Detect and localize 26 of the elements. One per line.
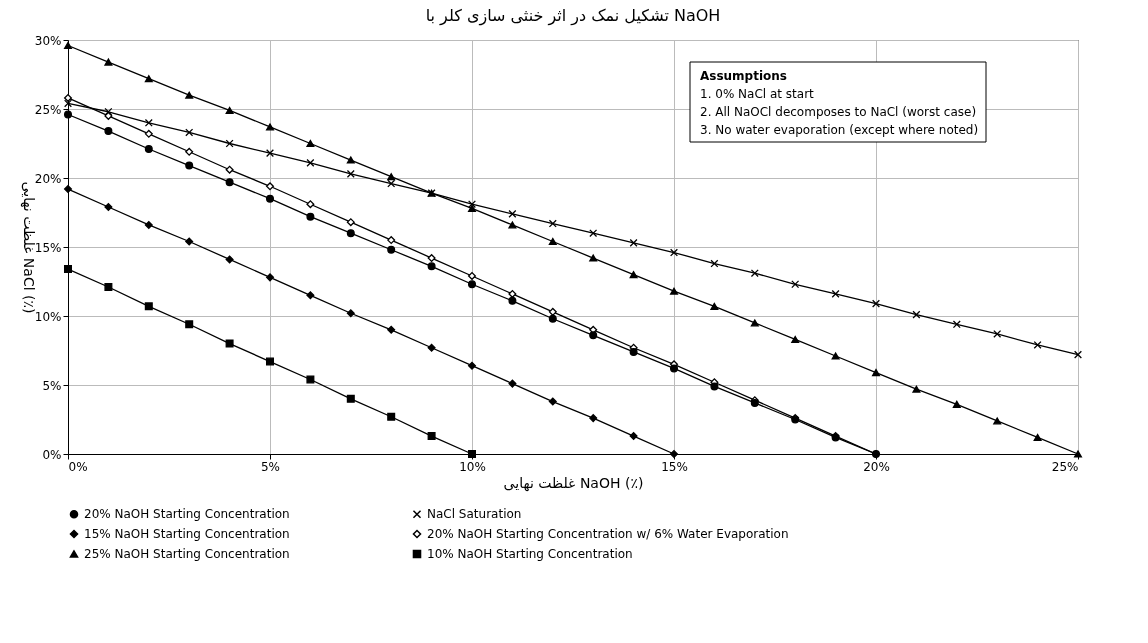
x-axis-title: غلظت نهایی NaOH (٪) [503,474,644,492]
y-tick-label: 20% [34,171,62,186]
x-tick-label: 20% [863,459,890,474]
x-tick-label: 5% [260,459,281,474]
x-tick-label: 10% [459,459,486,474]
legend-label: 25% NaOH Starting Concentration [84,547,290,561]
annotation: 1. 0% NaCl at start [700,87,815,101]
y-tick-label: 30% [34,33,62,48]
y-tick-label: 5% [42,378,62,393]
x-tick-label: 0% [68,459,88,474]
legend-label: NaCl Saturation [427,507,522,522]
annotation: 3. No water evaporation (except where noted) [700,123,979,137]
legend-label: 15% NaOH Starting Concentration [84,527,290,541]
annotation: Assumptions [700,69,787,83]
y-tick-label: 15% [34,240,62,255]
legend-label: 20% NaOH Starting Concentration w/ 6% Water Evaporation [427,527,789,541]
y-axis-title: غلظت نهایی NaCl (٪) [19,181,37,314]
legend-label: 20% NaOH Starting Concentration [84,507,290,522]
x-tick-label: 15% [661,459,688,474]
y-tick-label: 10% [34,309,62,324]
chart-title: تشکیل نمک در اثر خنثی سازی کلر با NaOH [425,6,721,26]
x-tick-label: 25% [1051,459,1079,474]
legend-label: 10% NaOH Starting Concentration [427,547,633,561]
y-tick-label: 25% [34,102,62,117]
annotation: 2. All NaOCl decomposes to NaCl (worst case) [700,105,977,119]
y-tick-label: 0% [42,447,62,462]
